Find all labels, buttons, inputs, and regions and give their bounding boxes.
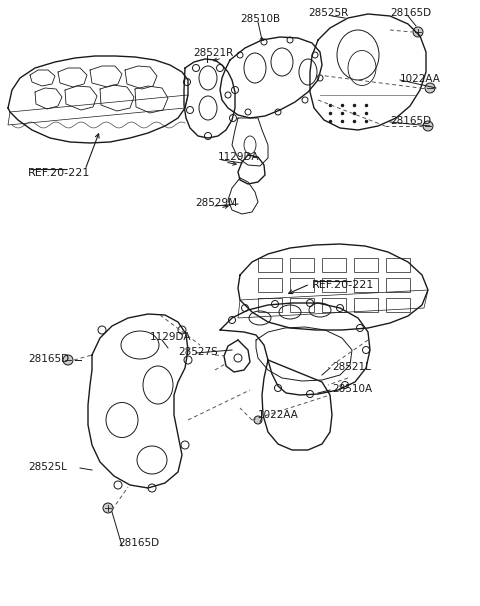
Bar <box>322 258 346 272</box>
Text: 28521L: 28521L <box>332 362 371 372</box>
Text: 28529M: 28529M <box>195 198 237 208</box>
Text: 1022AA: 1022AA <box>258 410 299 420</box>
Circle shape <box>63 355 73 365</box>
Text: 28525L: 28525L <box>28 462 67 472</box>
Bar <box>386 298 410 312</box>
Circle shape <box>423 121 433 131</box>
Text: REF.20-221: REF.20-221 <box>312 280 374 290</box>
Text: 28510B: 28510B <box>240 14 280 24</box>
Text: 1022AA: 1022AA <box>400 74 441 84</box>
Text: 28521R: 28521R <box>193 48 233 58</box>
Text: 28165D: 28165D <box>28 354 69 364</box>
Bar <box>322 278 346 292</box>
Bar <box>258 258 282 272</box>
Bar <box>322 298 346 312</box>
Text: 28527S: 28527S <box>178 347 218 357</box>
Bar <box>258 298 282 312</box>
Text: REF.20-221: REF.20-221 <box>28 168 90 178</box>
Circle shape <box>103 503 113 513</box>
Bar <box>258 278 282 292</box>
Bar <box>386 258 410 272</box>
Text: 28165D: 28165D <box>390 116 431 126</box>
Bar <box>354 258 378 272</box>
Circle shape <box>425 83 435 93</box>
Text: 28525R: 28525R <box>308 8 348 18</box>
Bar <box>386 278 410 292</box>
Bar <box>354 298 378 312</box>
Bar <box>290 278 314 292</box>
Circle shape <box>254 416 262 424</box>
Text: 28510A: 28510A <box>332 384 372 394</box>
Text: 1129DA: 1129DA <box>218 152 260 162</box>
Text: 28165D: 28165D <box>390 8 431 18</box>
Text: 28165D: 28165D <box>118 538 159 548</box>
Bar <box>290 258 314 272</box>
Bar <box>290 298 314 312</box>
Circle shape <box>413 27 423 37</box>
Bar <box>354 278 378 292</box>
Text: 1129DA: 1129DA <box>150 332 192 342</box>
